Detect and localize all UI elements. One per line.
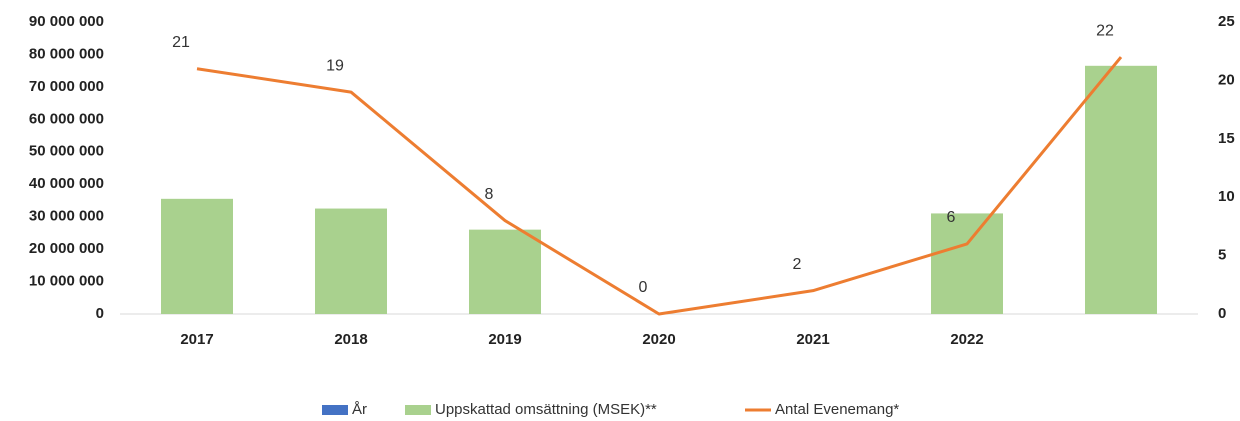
bar	[469, 229, 541, 314]
bar	[931, 213, 1003, 314]
y2-tick-label: 0	[1218, 305, 1226, 322]
data-label: 22	[1096, 22, 1114, 39]
y2-tick-label: 25	[1218, 13, 1235, 30]
y-tick-label: 90 000 000	[29, 13, 104, 30]
legend-label: Antal Evenemang*	[775, 401, 899, 418]
y2-tick-label: 20	[1218, 71, 1235, 88]
y-tick-label: 10 000 000	[29, 273, 104, 290]
y2-tick-label: 5	[1218, 247, 1226, 264]
data-label: 6	[947, 209, 956, 226]
legend-swatch	[322, 405, 348, 415]
bar	[1085, 65, 1157, 314]
data-label: 2	[793, 256, 802, 273]
y-tick-label: 70 000 000	[29, 78, 104, 95]
legend-label: Uppskattad omsättning (MSEK)**	[435, 401, 657, 418]
bar	[315, 208, 387, 314]
data-label: 0	[639, 279, 648, 296]
x-tick-label: 2018	[334, 331, 367, 348]
legend-label: År	[352, 401, 367, 418]
bar	[161, 198, 233, 314]
line	[196, 56, 1123, 316]
y-tick-label: 60 000 000	[29, 110, 104, 127]
y-tick-label: 40 000 000	[29, 175, 104, 192]
y-tick-label: 80 000 000	[29, 45, 104, 62]
legend-swatch	[405, 405, 431, 415]
data-label: 21	[172, 34, 190, 51]
y-tick-label: 20 000 000	[29, 240, 104, 257]
x-tick-label: 2019	[488, 331, 521, 348]
y-tick-label: 50 000 000	[29, 143, 104, 160]
x-tick-label: 2020	[642, 331, 675, 348]
y2-tick-label: 15	[1218, 130, 1235, 147]
y-tick-label: 30 000 000	[29, 208, 104, 225]
x-tick-label: 2021	[796, 331, 829, 348]
x-tick-label: 2017	[180, 331, 213, 348]
data-label: 19	[326, 57, 344, 74]
x-tick-label: 2022	[950, 331, 983, 348]
y2-tick-label: 10	[1218, 188, 1235, 205]
data-label: 8	[485, 186, 494, 203]
y-tick-label: 0	[96, 305, 104, 322]
